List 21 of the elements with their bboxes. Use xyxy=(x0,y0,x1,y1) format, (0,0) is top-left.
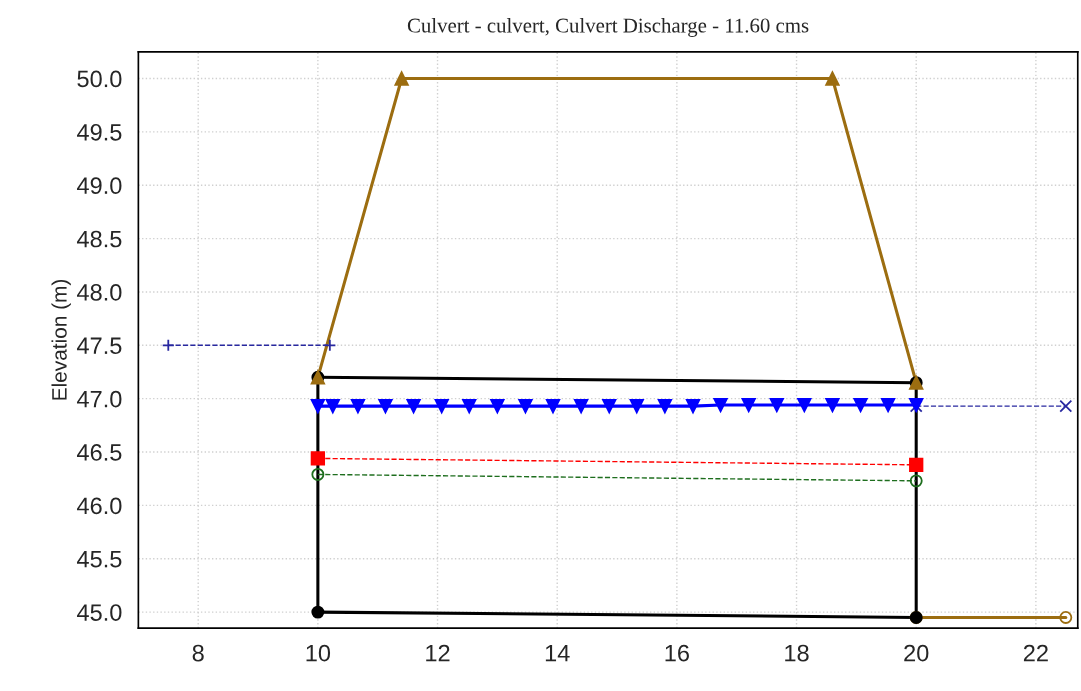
y-tick-label: 46.5 xyxy=(76,444,122,461)
x-tick-label: 8 xyxy=(192,644,204,662)
y-tick-label: 48.0 xyxy=(76,284,122,301)
y-tick-label: 47.5 xyxy=(76,337,122,355)
y-axis-title: Elevation (m) xyxy=(51,279,71,400)
y-tick-label: 45.0 xyxy=(76,604,122,621)
x-tick-label: 14 xyxy=(545,644,570,662)
chart-title: Culvert - culvert, Culvert Discharge - 11.60 cms xyxy=(407,17,809,37)
y-tick-label: 49.0 xyxy=(76,177,122,195)
x-tick-label: 12 xyxy=(426,644,450,662)
y-tick-label: 48.5 xyxy=(76,230,122,248)
y-tick-label: 47.0 xyxy=(76,390,122,408)
x-tick-label: 20 xyxy=(904,644,929,662)
x-tick-label: 16 xyxy=(665,644,689,662)
y-tick-label: 46.0 xyxy=(76,497,122,515)
x-tick-label: 22 xyxy=(1023,644,1048,662)
y-tick-label: 49.5 xyxy=(76,123,122,141)
x-tick-label: 18 xyxy=(785,644,809,662)
y-tick-label: 45.5 xyxy=(76,551,122,568)
y-tick-label: 50.0 xyxy=(77,70,122,88)
x-tick-label: 10 xyxy=(306,644,331,662)
